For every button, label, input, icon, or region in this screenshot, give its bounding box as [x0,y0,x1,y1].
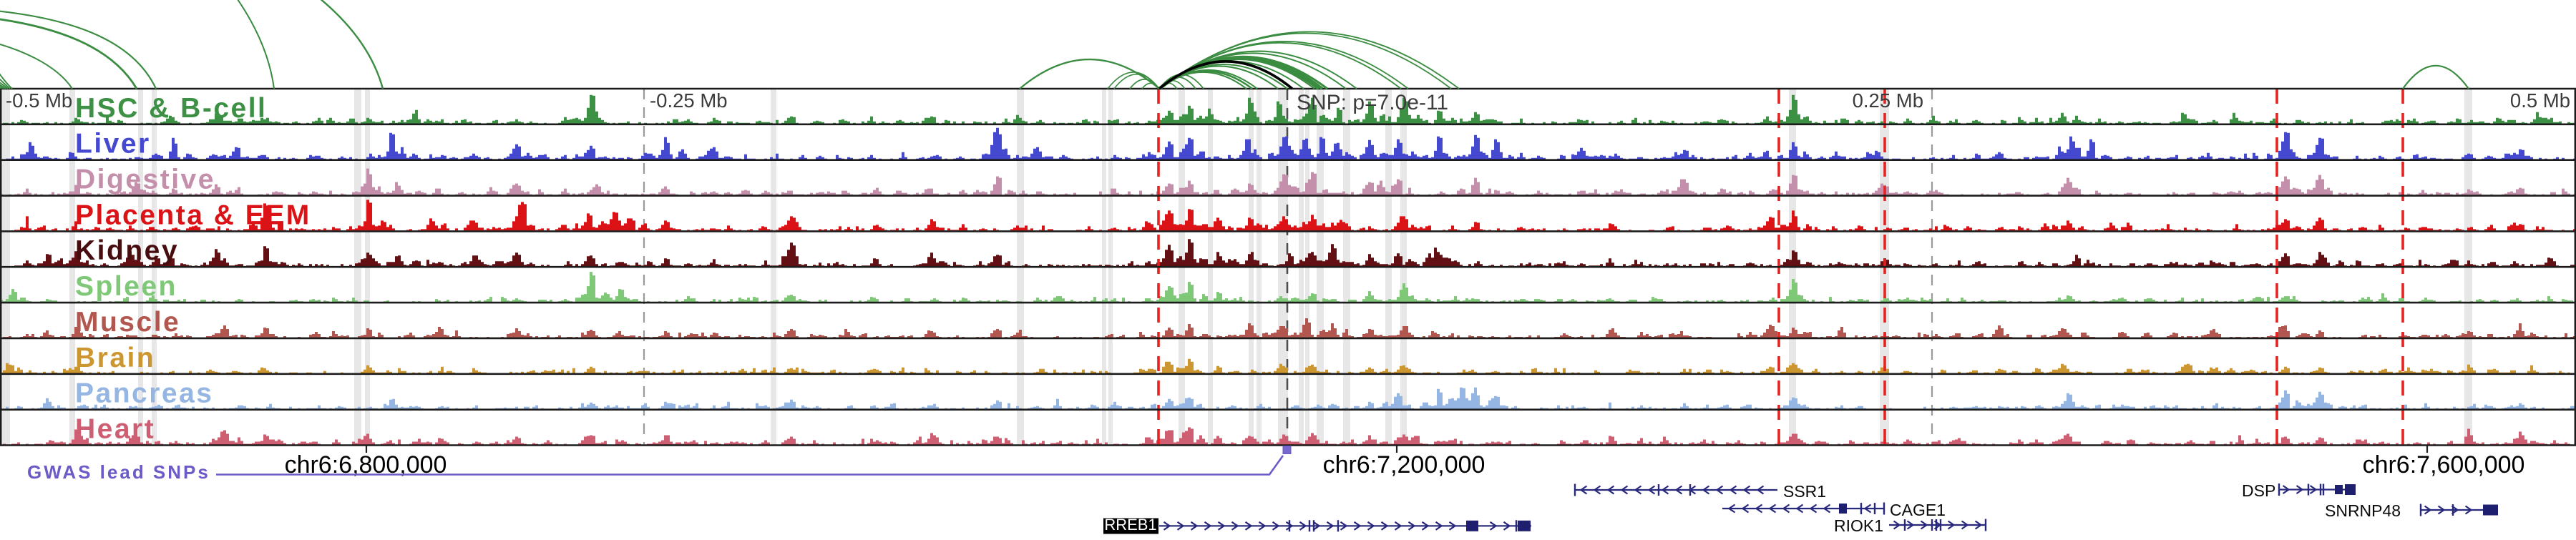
svg-text:Placenta & EEM: Placenta & EEM [75,200,311,230]
svg-text:Kidney: Kidney [75,235,179,266]
svg-text:chr6:7,200,000: chr6:7,200,000 [1323,451,1485,478]
svg-text:Digestive: Digestive [75,165,215,195]
svg-text:chr6:7,600,000: chr6:7,600,000 [2363,451,2525,478]
svg-text:SNRNP48: SNRNP48 [2325,501,2401,520]
svg-text:Spleen: Spleen [75,271,177,302]
svg-text:RIOK1: RIOK1 [1834,516,1883,535]
svg-text:DSP: DSP [2242,481,2275,500]
svg-text:Pancreas: Pancreas [75,378,213,409]
svg-text:-0.25 Mb: -0.25 Mb [650,89,728,112]
svg-text:0.5 Mb: 0.5 Mb [2510,89,2570,112]
svg-text:-0.5 Mb: -0.5 Mb [6,89,72,112]
svg-text:CAGE1: CAGE1 [1890,501,1946,519]
svg-text:HSC & B-cell: HSC & B-cell [75,93,267,124]
svg-text:GWAS lead SNPs: GWAS lead SNPs [27,461,210,483]
svg-text:SSR1: SSR1 [1783,482,1826,501]
svg-text:0.25 Mb: 0.25 Mb [1853,89,1923,112]
svg-text:Muscle: Muscle [75,307,180,338]
svg-text:Heart: Heart [75,414,155,445]
svg-text:Brain: Brain [75,343,155,373]
svg-text:SNP: p=7.0e-11: SNP: p=7.0e-11 [1297,91,1448,114]
svg-text:Liver: Liver [75,129,151,159]
svg-text:RREB1: RREB1 [1104,516,1156,534]
